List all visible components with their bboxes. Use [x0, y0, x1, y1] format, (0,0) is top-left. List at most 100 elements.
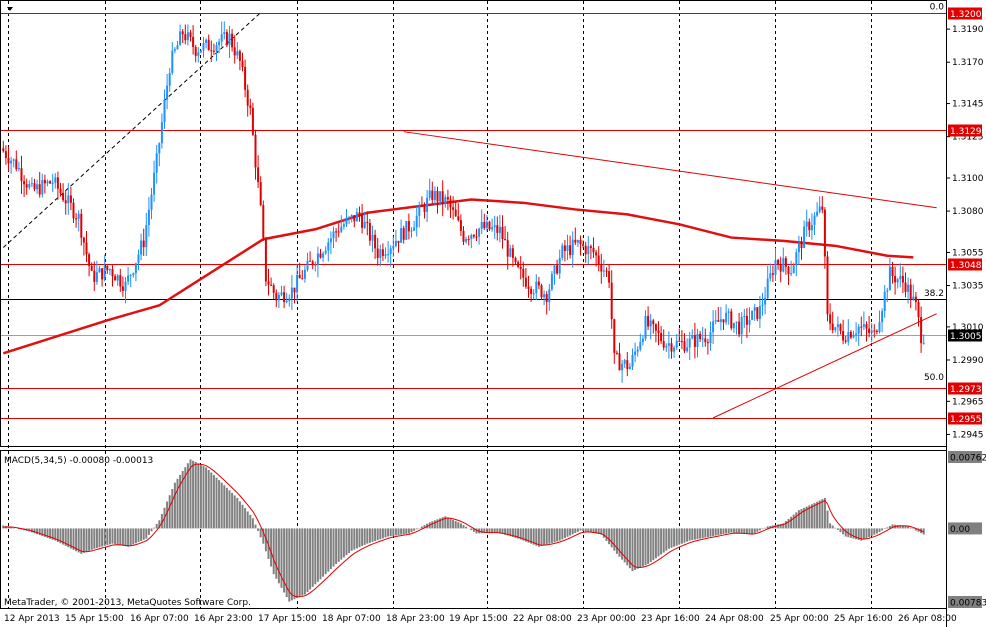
candle-body	[501, 226, 504, 239]
candle-body	[233, 47, 236, 56]
candle-body	[38, 184, 41, 195]
candle-body	[228, 33, 231, 46]
candle-body	[108, 269, 111, 271]
candle-body	[602, 270, 605, 272]
candle-body	[171, 50, 174, 73]
level-label-bg	[948, 258, 982, 271]
candle-body	[374, 234, 377, 249]
candle-body	[361, 214, 364, 228]
candle-body	[173, 49, 176, 51]
candle-body	[348, 217, 351, 219]
candle-body	[886, 290, 889, 292]
candle-body	[691, 335, 694, 339]
candle-body	[504, 238, 507, 241]
candle-body	[350, 215, 353, 218]
candle-body	[680, 341, 683, 343]
candle-body	[535, 281, 538, 294]
candle-body	[379, 249, 382, 258]
time-axis: 12 Apr 2013 15 Apr 15:00 16 Apr 07:00 16 Ap…	[4, 614, 957, 624]
candle-body	[597, 255, 600, 265]
candle-body	[537, 281, 540, 286]
candle-body	[394, 240, 397, 246]
candle-body	[225, 32, 228, 46]
candle-body	[150, 194, 153, 210]
candle-body	[218, 41, 221, 46]
candle-body	[493, 225, 496, 228]
candle-body	[72, 202, 75, 219]
candle-body	[337, 231, 340, 233]
candle-body	[628, 366, 631, 369]
candle-body	[753, 307, 756, 311]
candle-body	[303, 269, 306, 279]
candle-body	[797, 243, 800, 253]
macd-label-bg	[948, 522, 982, 535]
candle-body	[95, 272, 98, 282]
candle-body	[51, 182, 54, 184]
candle-body	[186, 32, 189, 41]
level-label-bg	[948, 412, 982, 425]
dropdown-arrow-icon[interactable]	[7, 7, 13, 11]
candle-body	[647, 315, 650, 327]
macd-label-bg	[948, 596, 982, 608]
candle-body	[829, 314, 832, 324]
candle-body	[67, 195, 70, 204]
time-tick-label: 23 Apr 16:00	[641, 614, 700, 624]
candle-body	[41, 179, 44, 195]
macd-axis-label: 0.00	[950, 525, 970, 535]
candle-body	[147, 209, 150, 226]
candle-body	[699, 333, 702, 339]
candle-body	[324, 250, 327, 254]
candle-body	[280, 292, 283, 295]
candle-body	[576, 239, 579, 243]
candle-body	[891, 266, 894, 276]
candle-body	[410, 230, 413, 232]
candle-body	[561, 245, 564, 259]
candle-body	[821, 206, 824, 210]
candle-body	[366, 221, 369, 223]
candle-body	[485, 221, 488, 229]
candle-body	[439, 191, 442, 202]
candle-body	[368, 222, 371, 241]
candle-body	[883, 291, 886, 312]
candle-body	[592, 247, 595, 253]
candle-body	[758, 305, 761, 319]
candle-body	[569, 245, 572, 255]
candle-body	[176, 45, 179, 50]
candle-body	[478, 228, 481, 237]
candle-body	[831, 323, 834, 331]
candle-body	[36, 184, 39, 190]
candle-body	[649, 320, 652, 327]
candle-body	[449, 199, 452, 208]
candle-body	[155, 153, 158, 173]
horizontal-levels	[0, 13, 946, 419]
candle-body	[7, 157, 10, 164]
macd-panel	[2, 459, 925, 602]
candle-body	[470, 235, 473, 240]
candle-body	[589, 246, 592, 248]
candle-body	[600, 264, 603, 272]
candle-body	[683, 341, 686, 352]
candle-body	[784, 258, 787, 267]
candle-body	[314, 264, 317, 266]
candle-body	[160, 122, 163, 144]
candle-body	[556, 265, 559, 274]
candle-body	[823, 209, 826, 257]
candle-body	[296, 274, 299, 293]
candle-body	[475, 236, 478, 238]
candle-body	[761, 304, 764, 306]
candle-body	[857, 326, 860, 334]
candle-body	[90, 265, 93, 271]
candle-body	[912, 296, 915, 300]
candle-body	[688, 338, 691, 348]
candle-body	[901, 276, 904, 283]
candle-body	[397, 240, 400, 243]
candle-body	[54, 177, 57, 183]
candle-body	[587, 246, 590, 255]
candle-body	[540, 285, 543, 298]
candle-body	[277, 294, 280, 301]
candle-body	[719, 319, 722, 322]
candle-body	[420, 205, 423, 207]
candle-body	[621, 363, 624, 371]
price-tick-label: 1.2965	[952, 397, 984, 407]
